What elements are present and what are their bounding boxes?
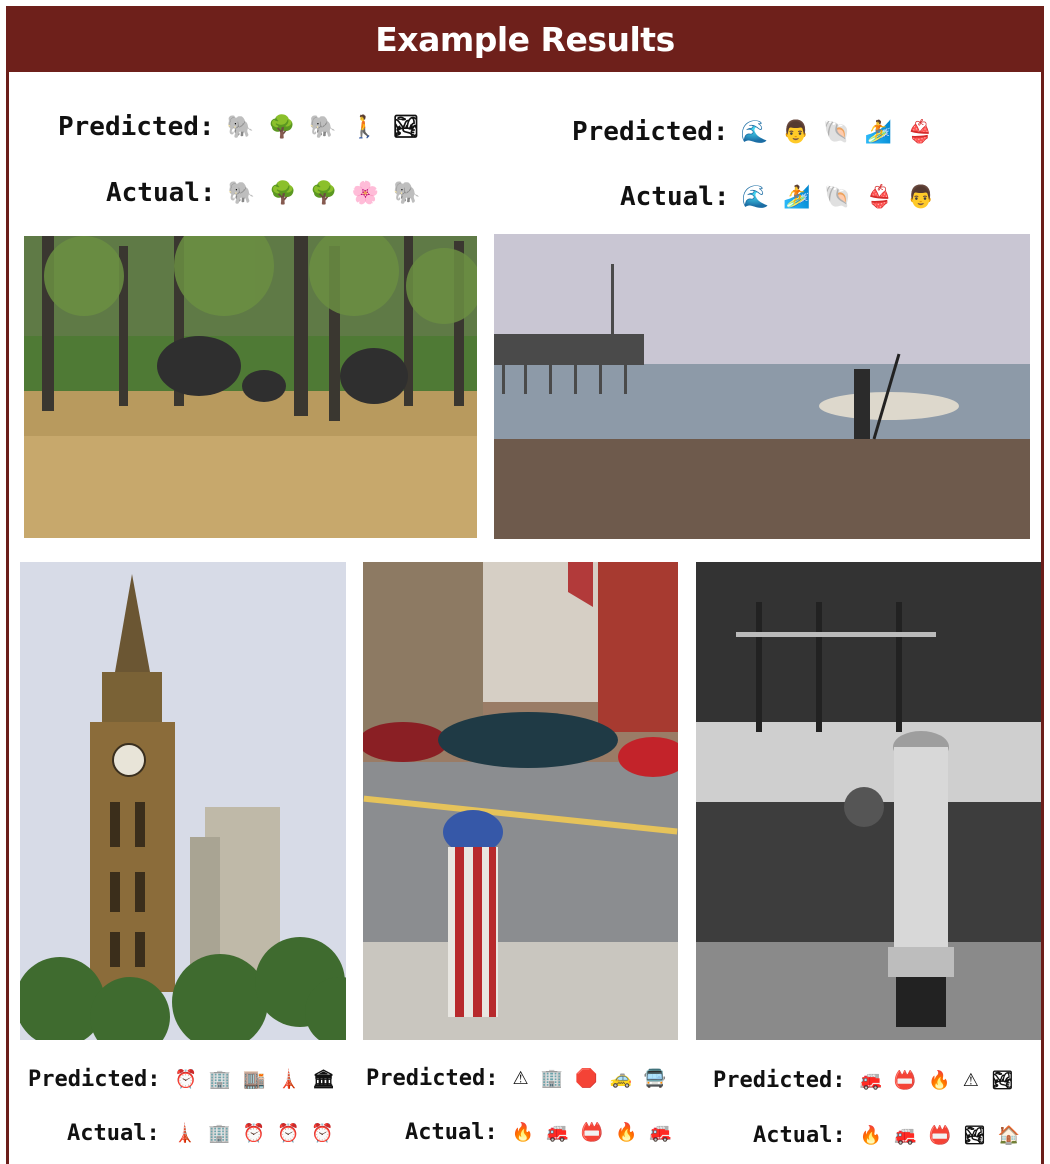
- example4-predicted-emojis: ⚠ 🏢 🛑 🚕 🚍: [512, 1068, 666, 1089]
- house-icon: 🏠: [997, 1124, 1021, 1146]
- name-badge-icon: 📛: [893, 1069, 917, 1091]
- tower-icon: 🗼: [173, 1122, 197, 1144]
- bikini-icon: 👙: [865, 184, 894, 210]
- man-icon: 👨: [781, 119, 810, 145]
- bus-icon: 🚍: [643, 1067, 667, 1089]
- wave-icon: 🌊: [740, 119, 768, 145]
- stop-sign-icon: 🛑: [575, 1067, 598, 1089]
- warning-icon: ⚠: [512, 1067, 529, 1089]
- predicted-label: Predicted:: [28, 1066, 161, 1092]
- fire-icon: 🔥: [928, 1069, 951, 1091]
- tower-icon: 🗼: [277, 1068, 301, 1090]
- tree-icon: 🌳: [310, 180, 338, 206]
- elephant-icon: 🐘: [393, 180, 421, 206]
- example4-actual-emojis: 🔥 🚒 📛 🔥 🚒: [512, 1122, 672, 1143]
- alarm-clock-icon: ⏰: [174, 1068, 197, 1090]
- office-building-icon: 🏢: [208, 1122, 231, 1144]
- predicted-label: Predicted:: [713, 1067, 846, 1093]
- results-frame: [6, 6, 1044, 1164]
- classical-building-icon: 🏛: [312, 1068, 335, 1090]
- example1-actual-emojis: 🐘 🌳 🌳 🌸 🐘: [228, 181, 421, 206]
- surfer-icon: 🏄: [782, 184, 811, 210]
- example2-actual-row: Actual: 🌊 🏄 🐚 👙 👨: [620, 180, 935, 214]
- bikini-icon: 👙: [906, 119, 934, 145]
- name-badge-icon: 📛: [580, 1121, 603, 1143]
- park-icon: 🏞: [962, 1124, 986, 1146]
- hydrant-street-photo: [363, 562, 678, 1040]
- elephants-photo: [24, 236, 477, 538]
- example2-predicted-emojis: 🌊 👨 🐚 🏄 👙: [741, 120, 934, 145]
- tree-icon: 🌳: [267, 114, 296, 140]
- fire-engine-icon: 🚒: [859, 1069, 882, 1091]
- fire-icon: 🔥: [859, 1124, 883, 1146]
- actual-label: Actual:: [67, 1120, 160, 1146]
- elephant-icon: 🐘: [227, 180, 255, 206]
- predicted-label: Predicted:: [572, 117, 729, 147]
- example5-predicted-emojis: 🚒 📛 🔥 ⚠ 🏞: [859, 1070, 1013, 1091]
- shell-icon: 🐚: [823, 119, 851, 145]
- actual-label: Actual:: [620, 182, 730, 212]
- clock-tower-photo: [20, 562, 346, 1040]
- example4-actual-row: Actual: 🔥 🚒 📛 🔥 🚒: [405, 1117, 672, 1147]
- example3-actual-emojis: 🗼 🏢 ⏰ ⏰ ⏰: [174, 1123, 334, 1144]
- fire-icon: 🔥: [511, 1121, 535, 1143]
- park-icon: 🏞: [990, 1069, 1014, 1091]
- example1-predicted-emojis: 🐘 🌳 🐘 🚶 🏞: [227, 115, 421, 140]
- flower-icon: 🌸: [351, 180, 380, 206]
- example1-predicted-row: Predicted: 🐘 🌳 🐘 🚶 🏞: [58, 110, 420, 144]
- elephant-icon: 🐘: [309, 114, 337, 140]
- example3-predicted-row: Predicted: ⏰ 🏢 🏬 🗼 🏛: [28, 1064, 335, 1094]
- actual-label: Actual:: [753, 1122, 846, 1148]
- example2-predicted-row: Predicted: 🌊 👨 🐚 🏄 👙: [572, 115, 934, 149]
- elephant-icon: 🐘: [226, 114, 254, 140]
- example3-predicted-emojis: ⏰ 🏢 🏬 🗼 🏛: [174, 1069, 335, 1090]
- fire-engine-icon: 🚒: [546, 1121, 569, 1143]
- office-building-icon: 🏢: [540, 1067, 564, 1089]
- tree-icon: 🌳: [268, 180, 297, 206]
- alarm-clock-icon: ⏰: [311, 1122, 334, 1144]
- department-store-icon: 🏬: [243, 1068, 266, 1090]
- beach-surfer-photo: [494, 234, 1030, 539]
- page-title: Example Results: [6, 6, 1044, 72]
- walking-person-icon: 🚶: [350, 114, 379, 140]
- surfer-icon: 🏄: [864, 119, 893, 145]
- park-icon: 🏞: [392, 114, 421, 140]
- bw-hydrant-photo: [696, 562, 1041, 1040]
- fire-engine-icon: 🚒: [894, 1124, 917, 1146]
- example5-actual-emojis: 🔥 🚒 📛 🏞 🏠: [860, 1125, 1021, 1146]
- example3-actual-row: Actual: 🗼 🏢 ⏰ ⏰ ⏰: [67, 1118, 334, 1148]
- warning-icon: ⚠: [962, 1069, 979, 1091]
- alarm-clock-icon: ⏰: [242, 1122, 265, 1144]
- predicted-label: Predicted:: [366, 1065, 499, 1091]
- example4-predicted-row: Predicted: ⚠ 🏢 🛑 🚕 🚍: [366, 1063, 666, 1093]
- taxi-icon: 🚕: [609, 1067, 632, 1089]
- predicted-label: Predicted:: [58, 112, 215, 142]
- example2-actual-emojis: 🌊 🏄 🐚 👙 👨: [742, 185, 935, 210]
- alarm-clock-icon: ⏰: [276, 1122, 300, 1144]
- actual-label: Actual:: [405, 1119, 498, 1145]
- fire-icon: 🔥: [614, 1121, 638, 1143]
- shell-icon: 🐚: [824, 184, 852, 210]
- wave-icon: 🌊: [741, 184, 769, 210]
- name-badge-icon: 📛: [928, 1124, 951, 1146]
- example1-actual-row: Actual: 🐘 🌳 🌳 🌸 🐘: [106, 176, 421, 210]
- example5-predicted-row: Predicted: 🚒 📛 🔥 ⚠ 🏞: [713, 1065, 1014, 1095]
- actual-label: Actual:: [106, 178, 216, 208]
- man-icon: 👨: [907, 184, 935, 210]
- example5-actual-row: Actual: 🔥 🚒 📛 🏞 🏠: [753, 1120, 1020, 1150]
- fire-engine-icon: 🚒: [649, 1121, 672, 1143]
- office-building-icon: 🏢: [208, 1068, 232, 1090]
